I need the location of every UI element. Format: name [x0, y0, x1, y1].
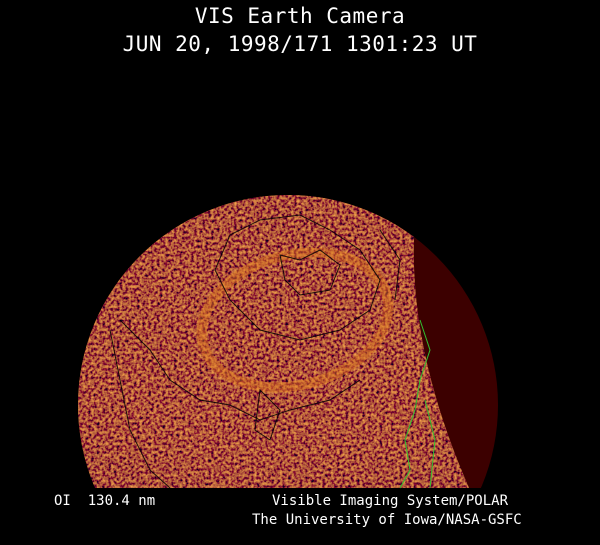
wavelength-label: OI 130.4 nm	[54, 493, 156, 509]
emission-speckle	[78, 195, 470, 488]
image-timestamp: JUN 20, 1998/171 1301:23 UT	[122, 32, 478, 56]
auroral-oval	[196, 247, 394, 393]
institution-credit: The University of Iowa/NASA-GSFC	[252, 512, 522, 528]
instrument-credit: Visible Imaging System/POLAR	[272, 493, 509, 509]
image-title: VIS Earth Camera	[194, 4, 406, 28]
coastlines	[109, 214, 401, 489]
terminator-coastline	[399, 319, 436, 489]
